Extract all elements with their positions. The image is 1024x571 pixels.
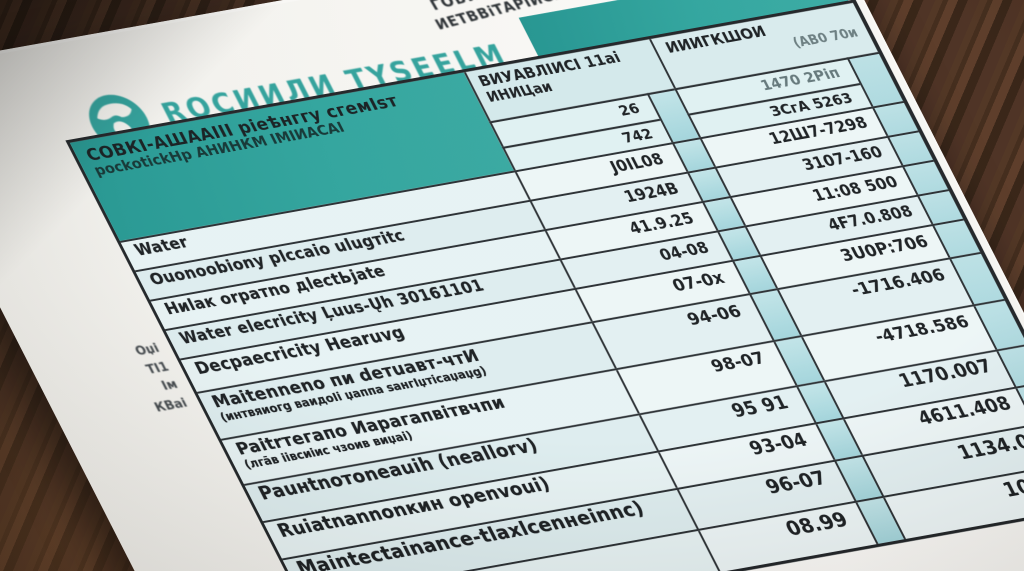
paper-sheet: ROCИИЛИ TYЅEELM ГОВЙИСИХ ВИАВЦІ ИЕТВВіТА… [0, 0, 1024, 571]
photo-of-utility-bill: ROCИИЛИ TYЅEELM ГОВЙИСИХ ВИАВЦІ ИЕТВВіТА… [0, 0, 1024, 571]
paper-content: ROCИИЛИ TYЅEELM ГОВЙИСИХ ВИАВЦІ ИЕТВВіТА… [65, 0, 1024, 571]
